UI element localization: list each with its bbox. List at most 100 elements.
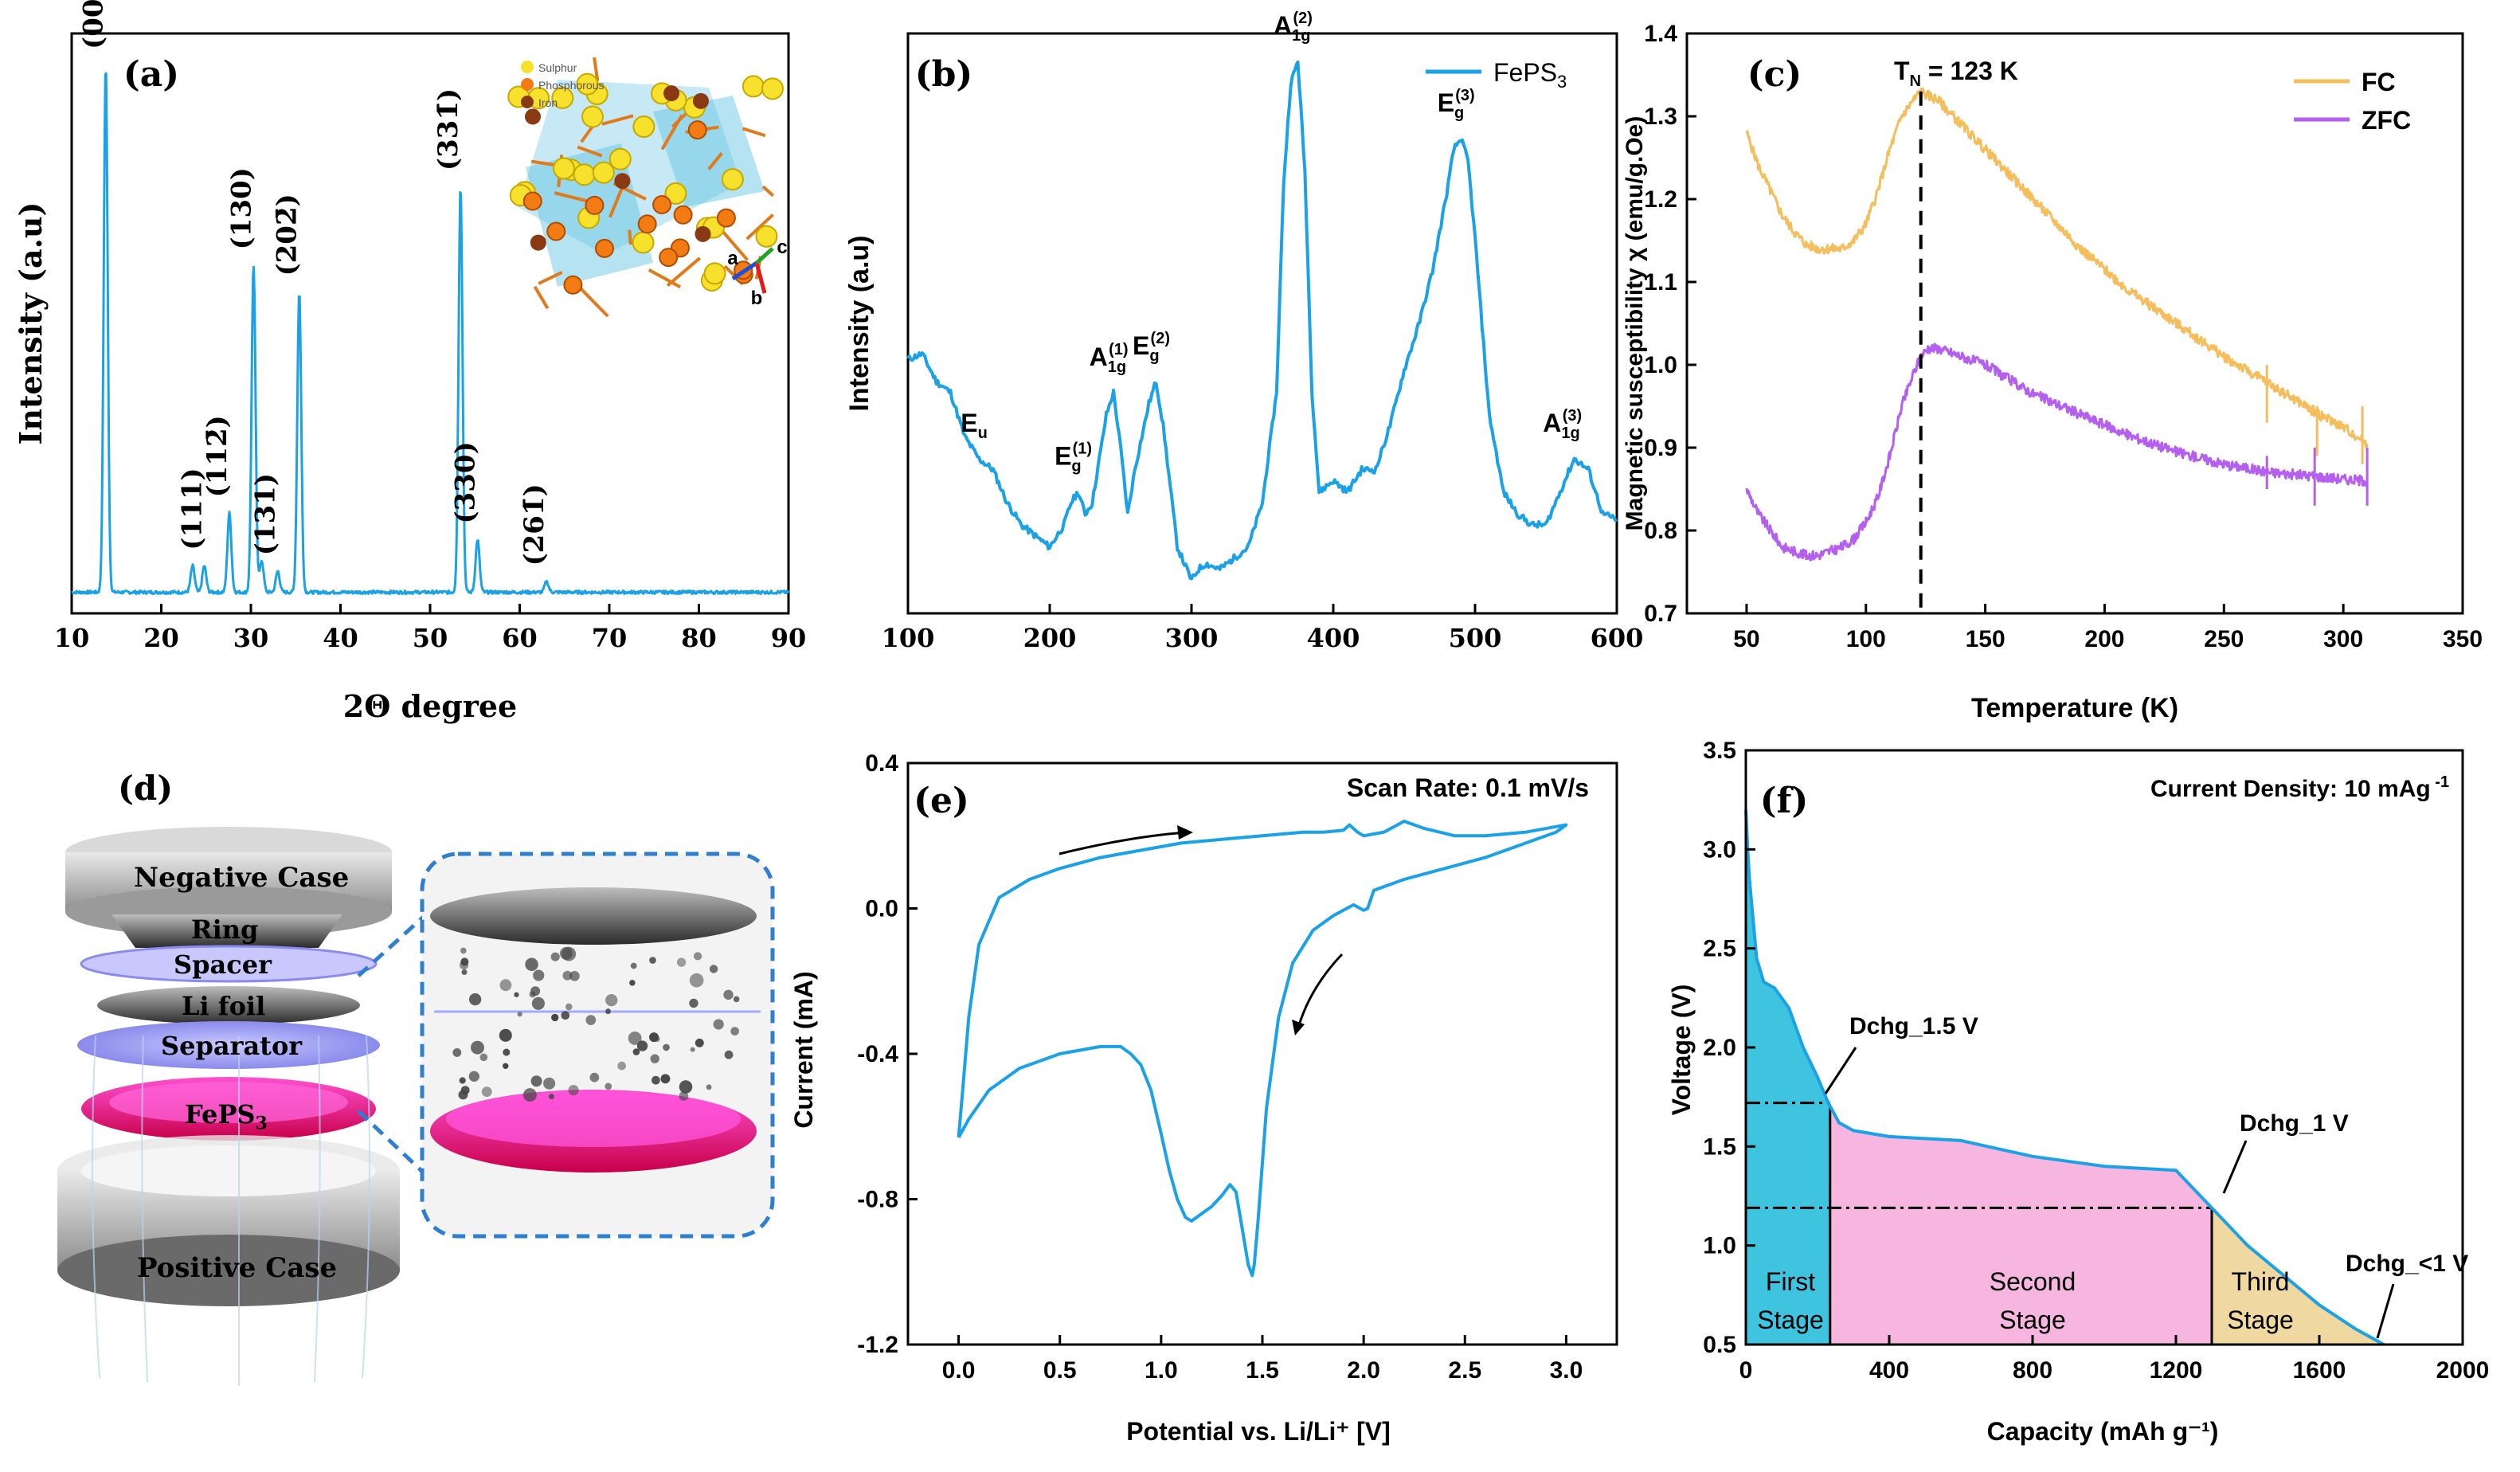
raman-mode-label: Eg(2) xyxy=(1133,330,1170,365)
lithium-ion xyxy=(693,952,702,961)
lithium-ion xyxy=(649,957,656,964)
panel-c-x-tick-label: 150 xyxy=(1966,626,2005,652)
panel-e-y-tick-label: 0.0 xyxy=(865,896,898,922)
lithium-ion xyxy=(461,969,468,976)
zfc-legend-label: ZFC xyxy=(2362,106,2411,135)
crystal-bond xyxy=(666,256,702,288)
lithium-ion xyxy=(548,1094,554,1100)
marker-arrow xyxy=(2376,1283,2395,1339)
crystal-bond xyxy=(593,57,600,81)
crystal-bond xyxy=(577,145,603,158)
lithium-ion xyxy=(499,1028,512,1042)
panel-a-x-tick-label: 50 xyxy=(413,623,448,653)
panel-f-y-tick-label: 2.0 xyxy=(1703,1035,1736,1061)
phosphorous-atom xyxy=(673,205,693,225)
panel-a-x-tick-label: 40 xyxy=(323,623,358,653)
panel-c-x-tick-label: 250 xyxy=(2204,626,2244,652)
panel-e-x-tick-label: 2.0 xyxy=(1347,1357,1380,1384)
panel-e-x-tick-label: 2.5 xyxy=(1448,1357,1481,1384)
xrd-peak-label: (131) xyxy=(250,473,282,555)
crystal-bond xyxy=(745,213,774,241)
panel-a-x-tick-label: 60 xyxy=(502,623,538,653)
sulphur-atom xyxy=(721,168,744,191)
iron-atom xyxy=(695,225,711,242)
panel-e-y-tick-label: -1.2 xyxy=(857,1332,898,1358)
lithium-ion xyxy=(459,1077,466,1084)
dchg-below-1v-label: Dchg_<1 V xyxy=(2346,1251,2468,1277)
stage-1-label: First xyxy=(1766,1267,1815,1296)
phosphorous-atom xyxy=(659,248,679,268)
lithium-ion xyxy=(460,947,467,954)
panel-c-x-tick-label: 100 xyxy=(1846,626,1886,652)
raman-series-line xyxy=(906,60,1618,581)
panel-c-x-tick-label: 300 xyxy=(2323,626,2363,652)
crystal-bond xyxy=(722,230,749,261)
sulphur-atom xyxy=(581,105,604,128)
scan-direction-arrow xyxy=(1058,831,1188,855)
panel-f-y-tick-label: 3.0 xyxy=(1703,836,1736,863)
axis-b-arrow xyxy=(754,262,767,294)
crystal-legend-label: Phosphorous xyxy=(538,79,605,92)
panel-c-ylabel: Magnetic susceptibility χ (emu/g.Oe) xyxy=(1622,116,1648,531)
panel-b-ylabel: Intensity (a.u) xyxy=(844,235,875,411)
stage-3-area xyxy=(2212,1208,2384,1345)
panel-f-ylabel: Voltage (V) xyxy=(1667,985,1696,1116)
xrd-peak-label: (001) xyxy=(78,0,110,49)
axis-b-label: b xyxy=(751,288,763,309)
panel-b-x-tick-label: 500 xyxy=(1449,623,1502,653)
panel-c-y-tick-label: 0.9 xyxy=(1644,435,1677,461)
lithium-ion xyxy=(530,986,541,996)
panel-e-x-tick-label: 0.5 xyxy=(1043,1357,1077,1384)
lithium-ion xyxy=(676,957,687,967)
xrd-series-line xyxy=(71,72,790,595)
panel-f-y-tick-label: 2.5 xyxy=(1703,936,1736,962)
panel-c-x-tick-label: 50 xyxy=(1733,626,1759,652)
sulphur-atom xyxy=(703,262,726,285)
crystal-bond xyxy=(628,229,632,245)
xrd-peak-label: (130) xyxy=(225,167,257,249)
lithium-ion xyxy=(561,1011,570,1020)
crystal-bond xyxy=(761,185,774,198)
stage-2-label: Second xyxy=(1990,1267,2076,1296)
panel-c-y-tick-label: 1.1 xyxy=(1644,269,1677,296)
panel-a-x-tick-label: 10 xyxy=(54,623,90,653)
lithium-ion xyxy=(531,996,545,1010)
sulphur-atom xyxy=(761,77,784,100)
panel-f-y-tick-label: 0.5 xyxy=(1703,1332,1736,1358)
panel-d-label: (d) xyxy=(118,769,174,808)
negative-case-label: Negative Case xyxy=(134,862,350,894)
lithium-ion xyxy=(471,1040,484,1055)
panel-e-x-tick-label: 0.0 xyxy=(942,1357,976,1384)
panel-b-x-tick-label: 200 xyxy=(1023,623,1077,653)
lithium-ion xyxy=(479,1053,488,1062)
lithium-ion xyxy=(468,1071,479,1082)
panel-b-frame xyxy=(906,32,1618,615)
lithium-ion xyxy=(689,998,698,1008)
crystal-bond xyxy=(707,152,723,170)
scan-direction-arrow xyxy=(1297,953,1344,1028)
tn-annotation: TN = 123 K xyxy=(1894,57,2018,90)
lithium-ion xyxy=(605,1008,611,1015)
phosphorous-atom xyxy=(687,120,707,140)
lithium-ion xyxy=(533,969,545,981)
lithium-ion xyxy=(568,1085,579,1096)
separator xyxy=(77,1021,380,1069)
panel-a-ylabel: Intensity (a.u) xyxy=(13,202,49,445)
field-lines xyxy=(92,1035,370,1386)
lithium-ion xyxy=(650,1054,659,1063)
lithium-ion xyxy=(551,1013,559,1022)
lithium-ion xyxy=(525,957,538,971)
lithium-ion xyxy=(569,971,580,981)
xrd-peak-label: (111) xyxy=(177,468,209,550)
panel-f-x-tick-label: 1200 xyxy=(2150,1357,2203,1384)
sulphur-atom xyxy=(576,72,599,96)
panel-e-x-tick-label: 1.5 xyxy=(1246,1357,1279,1384)
lithium-ion xyxy=(689,973,704,988)
iron-atom xyxy=(524,108,541,125)
lithium-ion xyxy=(550,952,560,961)
panel-f-y-tick-label: 3.5 xyxy=(1703,738,1736,764)
panel-c-label: (c) xyxy=(1747,54,1802,95)
